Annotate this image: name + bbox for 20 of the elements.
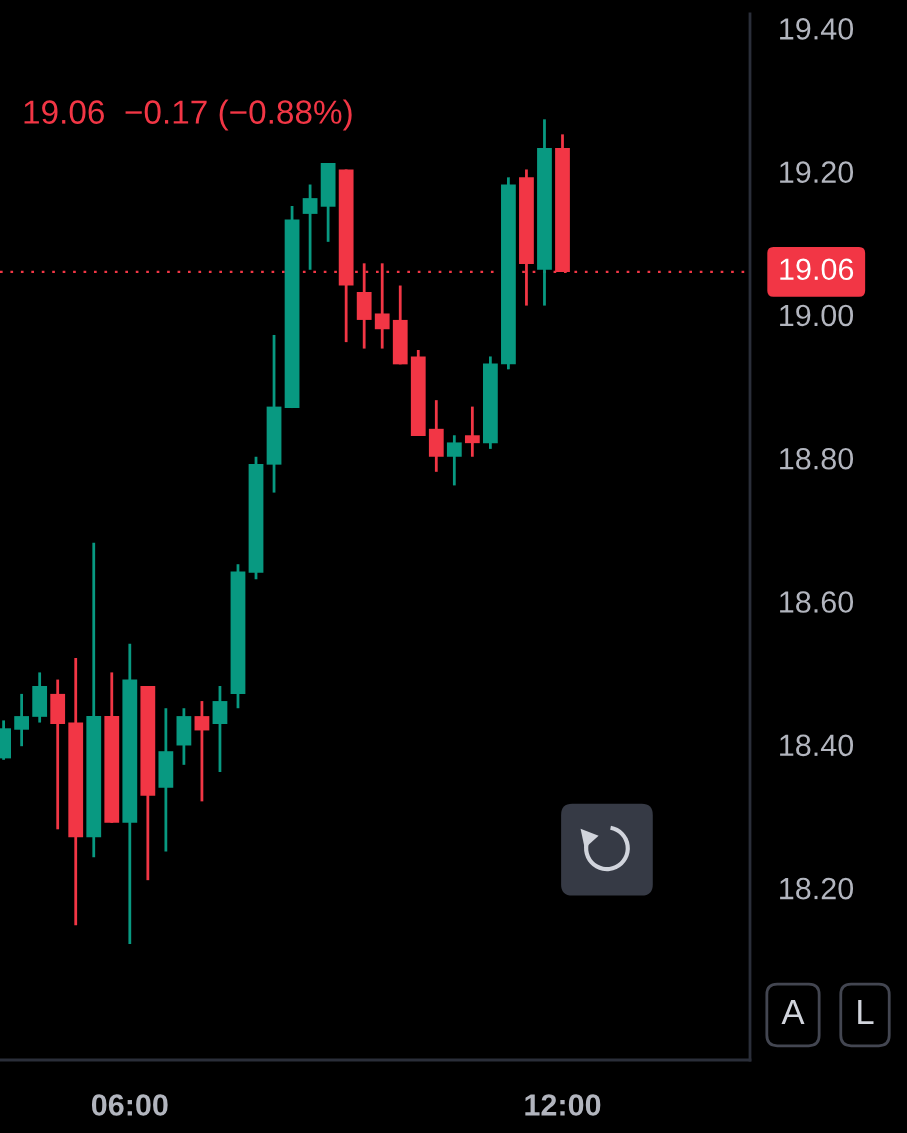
y-tick-label: 19.00	[780, 304, 854, 327]
text: A	[781, 1000, 805, 1024]
text: 19.06 −0.17 (−0.88%)	[24, 99, 352, 131]
y-tick-label: 18.80	[780, 447, 854, 470]
candlestick	[302, 183, 318, 272]
x-tick-label: 06:00	[91, 1094, 168, 1116]
y-tick-label: 19.40	[780, 18, 854, 40]
candlestick	[446, 433, 462, 487]
candlestick	[14, 692, 30, 748]
candlestick	[464, 405, 480, 459]
y-tick-label: 19.20	[780, 161, 854, 183]
y-tick-label: 18.60	[780, 591, 854, 613]
x-tick-label: 12:00	[525, 1094, 601, 1116]
candlestick	[194, 699, 210, 803]
candlestick	[212, 684, 228, 774]
text: L	[858, 1000, 874, 1024]
ref-line-label: 19.06	[780, 258, 854, 281]
candlestick	[374, 261, 390, 350]
y-tick-label: 18.40	[780, 734, 854, 757]
y-tick-label: 18.20	[780, 877, 854, 900]
